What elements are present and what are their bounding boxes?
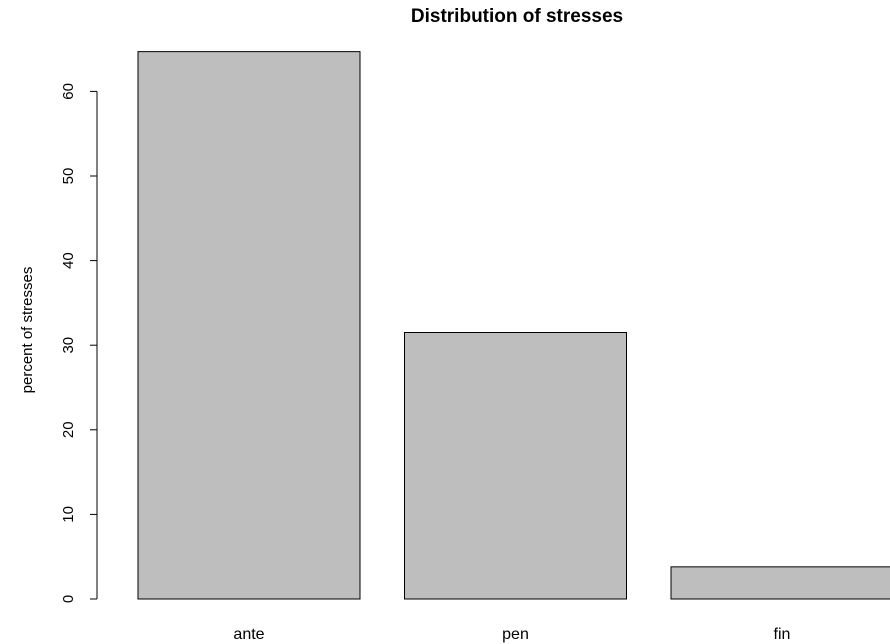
category-labels: ante pen fin xyxy=(233,626,790,643)
y-tick-label: 0 xyxy=(60,595,77,603)
bars xyxy=(137,51,890,600)
y-tick-label: 30 xyxy=(60,337,77,354)
y-tick-label: 50 xyxy=(60,168,77,185)
y-tick-label: 20 xyxy=(60,421,77,438)
y-tick-label: 40 xyxy=(60,252,77,269)
bar-pen xyxy=(404,332,627,600)
y-axis: 0 10 20 30 40 50 60 xyxy=(60,83,98,603)
x-tick-label-pen: pen xyxy=(502,626,529,643)
y-tick-label: 10 xyxy=(60,506,77,523)
chart-title: Distribution of stresses xyxy=(411,6,623,27)
x-tick-label-fin: fin xyxy=(774,626,791,643)
bar-ante xyxy=(137,51,361,600)
y-axis-label: percent of stresses xyxy=(19,267,36,394)
bar-fin xyxy=(670,566,890,600)
x-tick-label-ante: ante xyxy=(233,626,264,643)
y-tick-label: 60 xyxy=(60,83,77,100)
